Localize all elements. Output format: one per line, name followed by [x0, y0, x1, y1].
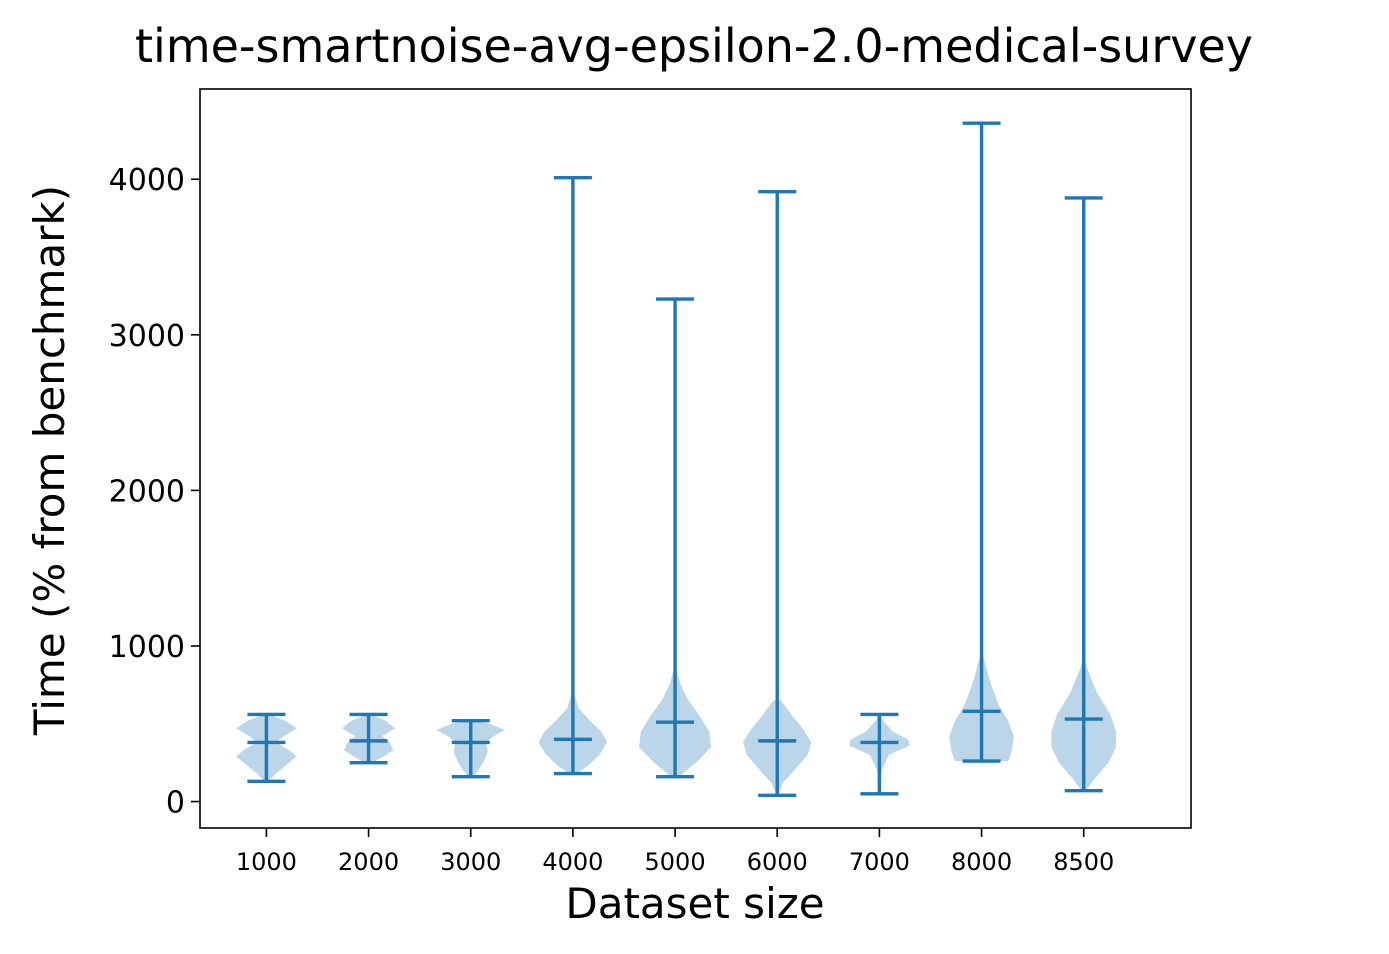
x-tick-label: 6000: [747, 848, 808, 876]
y-tick-label: 3000: [109, 319, 185, 354]
y-tick-label: 0: [166, 786, 185, 821]
whiskers-layer: [247, 121, 1103, 798]
x-tick-label: 7000: [849, 848, 910, 876]
y-axis-label: Time (% from benchmark): [25, 185, 74, 736]
chart-title: time-smartnoise-avg-epsilon-2.0-medical-…: [135, 19, 1253, 73]
y-tick-label: 1000: [109, 630, 185, 665]
x-tick-label: 3000: [440, 848, 501, 876]
x-tick-label: 4000: [542, 848, 603, 876]
x-tick-label: 8500: [1053, 848, 1114, 876]
plot-area-frame: [199, 88, 1192, 829]
y-tick-label: 4000: [109, 163, 185, 198]
x-tick-label: 1000: [236, 848, 297, 876]
x-axis: 1000 2000 3000 4000 5000 6000 7000 8000 8500: [236, 828, 1114, 876]
y-tick-label: 2000: [109, 474, 185, 509]
y-axis: 0 1000 2000 3000 4000: [109, 163, 200, 821]
x-tick-label: 2000: [338, 848, 399, 876]
x-axis-label: Dataset size: [565, 879, 824, 928]
x-tick-label: 8000: [951, 848, 1012, 876]
x-tick-label: 5000: [645, 848, 706, 876]
